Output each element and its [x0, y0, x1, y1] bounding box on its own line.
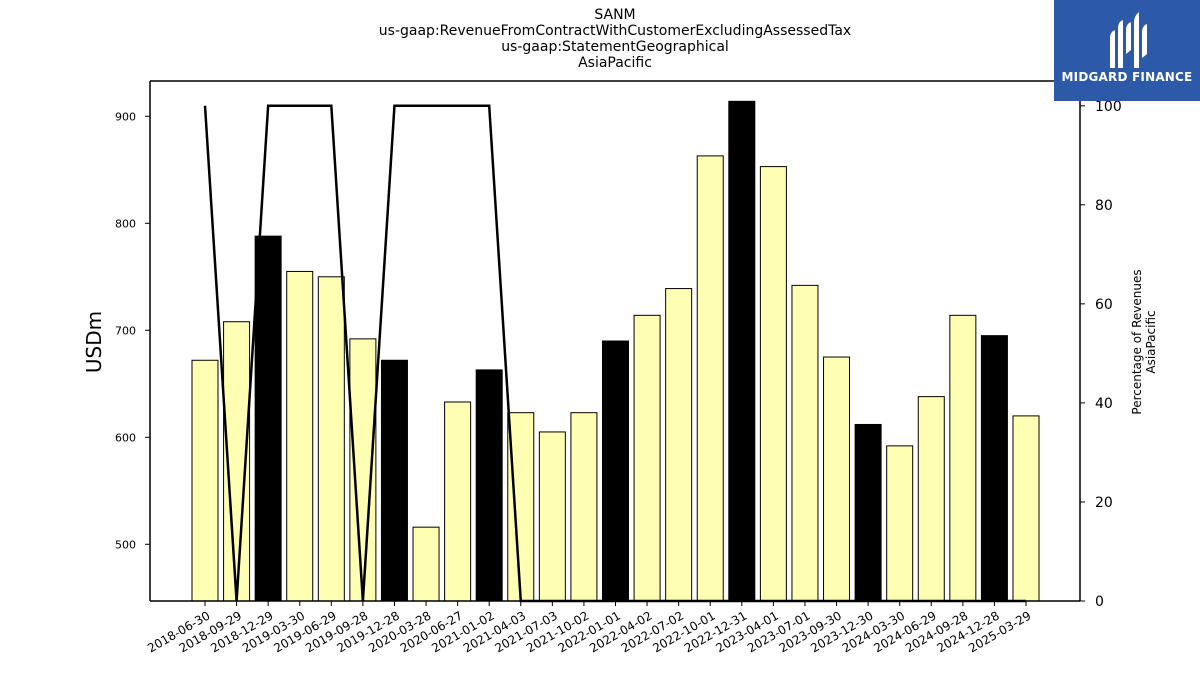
bar-2019-06-29 — [317, 276, 345, 602]
y-right-tick-label-60: 60 — [1095, 297, 1113, 313]
y-axis-label: USDm — [82, 311, 106, 373]
bars-layer — [191, 100, 1040, 602]
bar-2021-04-03 — [507, 412, 535, 602]
y-right-tick-label-100: 100 — [1095, 99, 1122, 115]
logo-text: MIDGARD FINANCE — [1061, 70, 1193, 84]
midgard-finance-logo: MIDGARD FINANCE — [1054, 0, 1200, 101]
chart-title: SANM us-gaap:RevenueFromContractWithCust… — [0, 7, 1200, 71]
y-tick-label-500: 500 — [115, 538, 136, 551]
bar-2021-10-02 — [570, 412, 598, 602]
bar-2024-06-29 — [917, 396, 945, 602]
right-y-axis-label-line-2: AsiaPacific — [1144, 310, 1158, 373]
bar-2022-10-01 — [696, 155, 724, 602]
bar-2025-03-29 — [1012, 415, 1040, 602]
bar-2023-12-30 — [854, 423, 882, 602]
bar-2023-07-01 — [791, 284, 819, 602]
midgard-logo-icon — [1110, 12, 1147, 68]
bar-2022-12-31 — [728, 100, 756, 602]
bar-2024-09-28 — [949, 314, 977, 602]
bar-2018-12-29 — [254, 235, 282, 602]
right-y-axis-label-line-1: Percentage of Revenues — [1130, 269, 1144, 414]
bar-2024-03-30 — [886, 445, 914, 602]
y-tick-label-700: 700 — [115, 324, 136, 337]
y-right-tick-label-20: 20 — [1095, 495, 1113, 511]
bar-2023-09-30 — [823, 356, 851, 602]
y-right-tick-label-40: 40 — [1095, 396, 1113, 412]
y-right-tick-label-0: 0 — [1095, 594, 1104, 610]
bar-2021-01-02 — [475, 369, 503, 602]
right-y-axis-label: Percentage of Revenues AsiaPacific — [1130, 269, 1158, 414]
bar-2020-06-27 — [444, 401, 472, 602]
chart-title-line-4: AsiaPacific — [578, 55, 652, 71]
chart-title-line-1: SANM — [594, 7, 636, 23]
bar-2019-12-28 — [380, 359, 408, 602]
bar-2022-07-02 — [665, 288, 693, 602]
chart-title-line-3: us-gaap:StatementGeographical — [501, 39, 729, 55]
y-tick-label-900: 900 — [115, 110, 136, 123]
bar-2019-03-30 — [286, 270, 314, 602]
bar-2022-01-01 — [602, 340, 629, 602]
bar-2024-12-28 — [980, 335, 1008, 602]
y-tick-label-600: 600 — [115, 431, 136, 444]
bar-2022-04-02 — [633, 314, 661, 602]
y-tick-label-800: 800 — [115, 217, 136, 230]
bar-2021-07-03 — [538, 431, 566, 602]
bar-2018-06-30 — [191, 359, 219, 602]
chart-title-line-2: us-gaap:RevenueFromContractWithCustomerE… — [378, 23, 852, 39]
bar-2020-03-28 — [412, 526, 440, 602]
y-right-tick-label-80: 80 — [1095, 198, 1113, 214]
bar-2023-04-01 — [759, 166, 787, 602]
